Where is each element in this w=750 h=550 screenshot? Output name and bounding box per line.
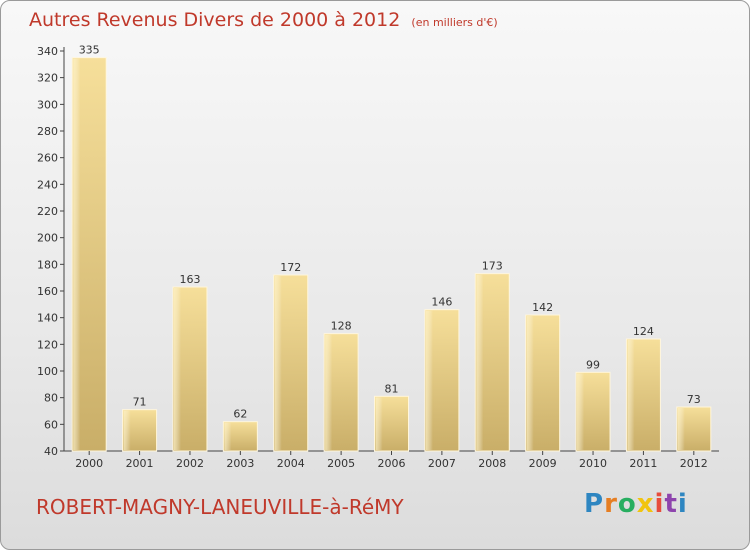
value-label: 99 xyxy=(586,358,600,371)
value-label: 71 xyxy=(133,396,147,409)
bar-highlight xyxy=(526,316,534,450)
x-tick-label: 2001 xyxy=(126,457,154,470)
y-tick-label: 160 xyxy=(37,285,58,298)
value-label: 62 xyxy=(233,408,247,421)
x-tick-label: 2005 xyxy=(327,457,355,470)
bar-highlight xyxy=(577,373,585,450)
value-label: 124 xyxy=(633,325,654,338)
x-tick-label: 2004 xyxy=(277,457,305,470)
x-tick-label: 2011 xyxy=(629,457,657,470)
logo-letter: i xyxy=(677,489,688,519)
x-tick-label: 2008 xyxy=(478,457,506,470)
y-tick-label: 200 xyxy=(37,232,58,245)
bar-highlight xyxy=(123,410,131,450)
logo-letter: o xyxy=(617,489,637,519)
y-tick-label: 40 xyxy=(44,445,58,458)
x-tick-label: 2003 xyxy=(226,457,254,470)
bar-highlight xyxy=(375,397,383,450)
bar-highlight xyxy=(325,334,333,450)
x-tick-label: 2000 xyxy=(75,457,103,470)
x-tick-label: 2012 xyxy=(680,457,708,470)
y-tick-label: 80 xyxy=(44,392,58,405)
bar-highlight xyxy=(425,310,433,450)
x-tick-label: 2009 xyxy=(529,457,557,470)
logo-letter: r xyxy=(604,489,618,519)
chart-unit: (en milliers d'€) xyxy=(411,16,498,29)
value-label: 163 xyxy=(179,273,200,286)
bar-highlight xyxy=(173,288,181,450)
y-tick-label: 140 xyxy=(37,312,58,325)
y-tick-label: 240 xyxy=(37,178,58,191)
bar-highlight xyxy=(476,274,484,450)
value-label: 81 xyxy=(385,382,399,395)
y-tick-label: 320 xyxy=(37,72,58,85)
y-tick-label: 280 xyxy=(37,125,58,138)
logo-letter: x xyxy=(636,489,655,519)
value-label: 142 xyxy=(532,301,553,314)
y-tick-label: 220 xyxy=(37,205,58,218)
logo-letter: P xyxy=(584,489,605,519)
value-label: 73 xyxy=(687,393,701,406)
bar-highlight xyxy=(224,422,232,450)
logo-letter: t xyxy=(664,489,678,519)
y-tick-label: 60 xyxy=(44,418,58,431)
x-tick-label: 2010 xyxy=(579,457,607,470)
y-tick-label: 120 xyxy=(37,338,58,351)
commune-name: ROBERT-MAGNY-LANEUVILLE-à-RéMY xyxy=(36,495,404,519)
logo-letter: i xyxy=(654,489,665,519)
y-tick-label: 100 xyxy=(37,365,58,378)
x-tick-label: 2002 xyxy=(176,457,204,470)
x-tick-label: 2006 xyxy=(378,457,406,470)
value-label: 173 xyxy=(482,260,503,273)
y-tick-label: 340 xyxy=(37,45,58,58)
y-tick-label: 300 xyxy=(37,98,58,111)
y-tick-label: 260 xyxy=(37,152,58,165)
bar-highlight xyxy=(677,408,685,450)
chart-title-text: Autres Revenus Divers de 2000 à 2012 xyxy=(29,9,401,31)
bar-highlight xyxy=(274,276,282,450)
value-label: 128 xyxy=(331,320,352,333)
chart-title: Autres Revenus Divers de 2000 à 2012 (en… xyxy=(29,9,498,31)
bar-highlight xyxy=(627,340,635,450)
x-tick-label: 2007 xyxy=(428,457,456,470)
proxiti-logo: Proxiti xyxy=(584,489,688,519)
value-label: 335 xyxy=(79,44,100,57)
value-label: 146 xyxy=(431,296,452,309)
y-tick-label: 180 xyxy=(37,258,58,271)
bar-highlight xyxy=(73,58,81,451)
value-label: 172 xyxy=(280,261,301,274)
